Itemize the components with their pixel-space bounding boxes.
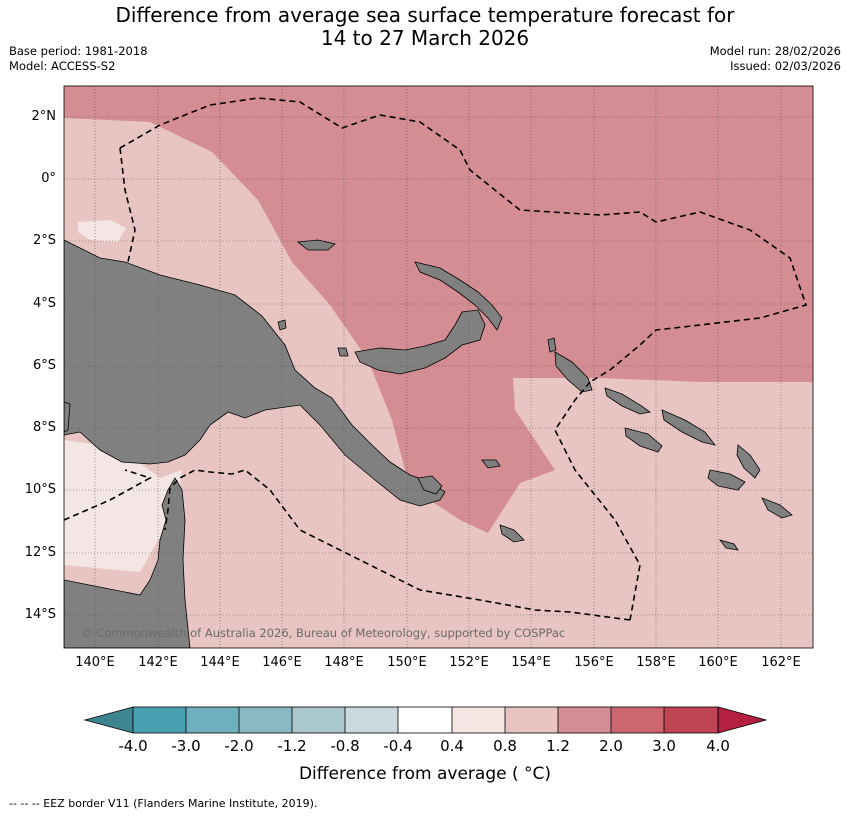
lat-label: 8°S	[32, 420, 56, 435]
lon-label: 158°E	[636, 655, 676, 670]
land-manus	[296, 239, 336, 251]
land-santa-isabel	[661, 409, 716, 446]
land-new-georgia	[624, 427, 663, 453]
colorbar-segment	[133, 707, 186, 733]
base-period: Base period: 1981-2018	[9, 44, 148, 58]
land-karkar	[277, 319, 287, 331]
colorbar-segment	[239, 707, 292, 733]
land-buka	[547, 337, 557, 353]
land-new-ireland	[414, 261, 503, 331]
land-malaita	[736, 444, 761, 479]
colorbar-tick: 4.0	[706, 737, 730, 755]
lat-label: 12°S	[24, 545, 56, 560]
lon-label: 152°E	[449, 655, 489, 670]
colorbar	[83, 706, 768, 734]
lon-label: 160°E	[698, 655, 738, 670]
land-new-britain	[354, 309, 486, 375]
graticule	[64, 86, 813, 648]
lat-label: 2°S	[32, 233, 56, 248]
colorbar-tick: -2.0	[224, 737, 254, 755]
colorbar-segment	[611, 707, 664, 733]
copyright-notice: © Commonwealth of Australia 2026, Bureau…	[81, 626, 566, 640]
anomaly-band-1.2-2.0	[64, 86, 813, 533]
colorbar-segment	[186, 707, 239, 733]
map-frame	[63, 85, 814, 649]
lon-label: 142°E	[138, 655, 178, 670]
colorbar-segment	[345, 707, 398, 733]
colorbar-tick: -0.4	[383, 737, 413, 755]
anomaly-band-0.4-0.8-north	[78, 220, 126, 242]
colorbar-tick: 3.0	[652, 737, 676, 755]
title-line-2: 14 to 27 March 2026	[320, 26, 530, 50]
lon-label: 140°E	[75, 655, 115, 670]
lat-label: 4°S	[32, 296, 56, 311]
eez-borders	[64, 97, 808, 621]
lon-label: 150°E	[387, 655, 427, 670]
colorbar-segment	[505, 707, 558, 733]
land-west-edge	[64, 401, 71, 433]
lat-label: 14°S	[24, 607, 56, 622]
model-name: Model: ACCESS-S2	[9, 59, 116, 73]
model-run: Model run: 28/02/2026	[709, 44, 841, 58]
lon-label: 162°E	[761, 655, 801, 670]
lon-label: 154°E	[511, 655, 551, 670]
colorbar-label: Difference from average ( °C)	[298, 764, 552, 784]
land-woodlark	[481, 459, 501, 469]
land-guadalcanal	[707, 469, 746, 491]
colorbar-segment	[452, 707, 505, 733]
colorbar-tick: -3.0	[171, 737, 201, 755]
map-area	[64, 86, 813, 648]
lon-label: 146°E	[262, 655, 302, 670]
lon-label: 156°E	[574, 655, 614, 670]
lon-label: 148°E	[324, 655, 364, 670]
colorbar-tick: 0.8	[493, 737, 517, 755]
land-bougainville	[554, 351, 593, 393]
colorbar-tick: -0.8	[330, 737, 360, 755]
lat-label: 2°N	[31, 109, 57, 124]
colorbar-tick: 1.2	[546, 737, 570, 755]
colorbar-extend-high	[717, 706, 768, 734]
eez-footnote: -- -- -- EEZ border V11 (Flanders Marine…	[9, 797, 318, 810]
title-line-1: Difference from average sea surface temp…	[115, 3, 735, 27]
colorbar-segment	[292, 707, 345, 733]
meta-right: Model run: 28/02/2026 Issued: 02/03/2026	[710, 44, 841, 74]
colorbar-extend-low	[83, 706, 134, 734]
colorbar-tick: 2.0	[599, 737, 623, 755]
colorbar-tick: 0.4	[440, 737, 464, 755]
lat-label: 0°	[41, 171, 56, 186]
land-makira	[761, 497, 793, 519]
colorbar-segment	[664, 707, 718, 733]
land-long-island	[337, 347, 349, 357]
land-cape-york	[64, 477, 191, 648]
land-choiseul	[604, 387, 651, 415]
colorbar-tick: -1.2	[277, 737, 307, 755]
colorbar-segment	[558, 707, 611, 733]
anomaly-band-0.4-0.8-south	[64, 440, 182, 572]
land-new-guinea	[64, 239, 446, 507]
colorbar-segment	[398, 707, 452, 733]
lon-label: 144°E	[200, 655, 240, 670]
lat-label: 6°S	[32, 358, 56, 373]
meta-left: Base period: 1981-2018 Model: ACCESS-S2	[9, 44, 148, 74]
lat-label: 10°S	[24, 482, 56, 497]
land-rennell	[718, 539, 739, 551]
chart-title: Difference from average sea surface temp…	[0, 4, 850, 50]
issued-date: Issued: 02/03/2026	[730, 59, 841, 73]
colorbar-tick: -4.0	[118, 737, 148, 755]
land-rossel	[499, 524, 525, 543]
